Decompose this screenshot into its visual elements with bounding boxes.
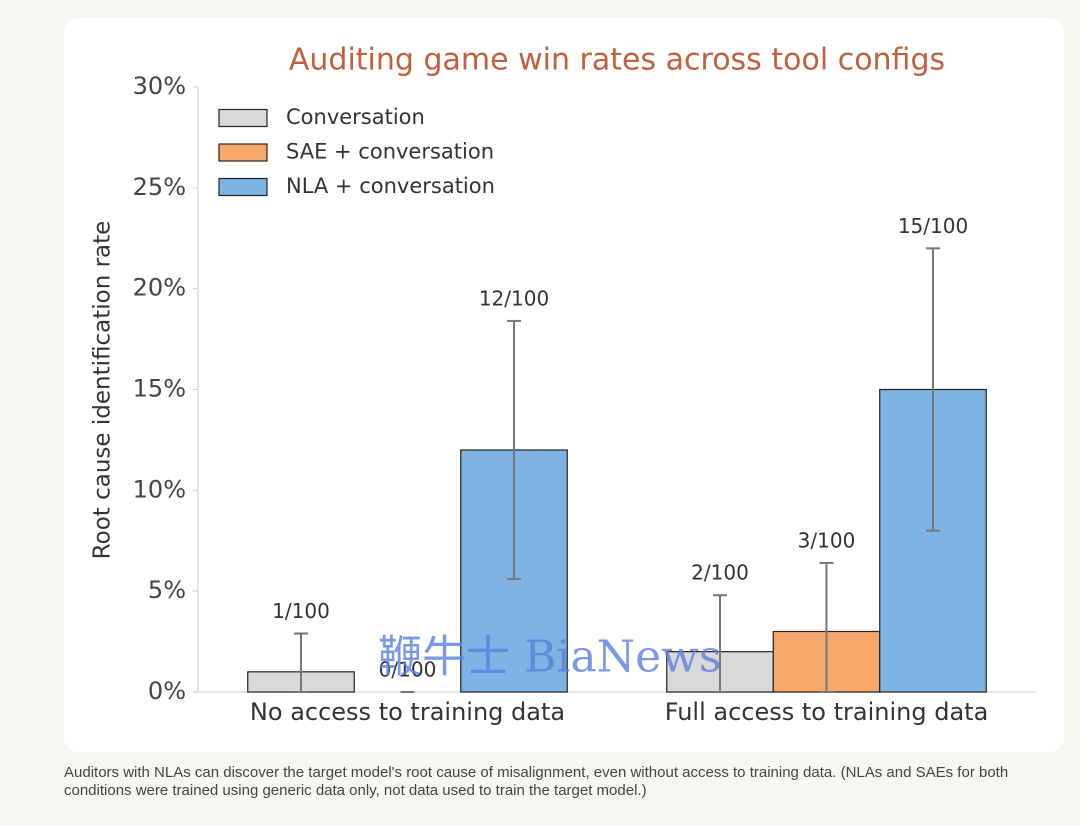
y-tick-label: 15% <box>133 375 186 403</box>
value-label: 12/100 <box>479 286 549 310</box>
y-tick-label: 5% <box>148 576 186 604</box>
value-label: 15/100 <box>898 214 968 238</box>
value-label: 0/100 <box>379 658 437 682</box>
legend-label: SAE + conversation <box>286 140 494 164</box>
y-tick-label: 0% <box>148 677 186 705</box>
value-label: 1/100 <box>272 599 330 623</box>
y-axis-label: Root cause identification rate <box>90 221 116 560</box>
value-label: 2/100 <box>691 561 749 585</box>
y-tick-label: 10% <box>133 475 186 503</box>
y-tick-label: 25% <box>133 173 186 201</box>
watermark: 鞭牛士 BiaNews <box>378 632 721 683</box>
chart-title: Auditing game win rates across tool conf… <box>289 43 945 78</box>
value-label: 3/100 <box>798 528 856 552</box>
y-tick-label: 20% <box>133 274 186 302</box>
x-tick-label: Full access to training data <box>665 698 989 726</box>
legend-label: Conversation <box>286 105 425 129</box>
legend-swatch <box>218 143 268 162</box>
y-tick-label: 30% <box>133 72 186 100</box>
x-tick-label: No access to training data <box>250 698 565 726</box>
legend-label: NLA + conversation <box>286 174 495 198</box>
legend-swatch <box>218 108 268 128</box>
legend-swatch <box>218 177 268 197</box>
chart: Auditing game win rates across tool conf… <box>90 43 1036 726</box>
caption: Auditors with NLAs can discover the targ… <box>64 764 1009 799</box>
